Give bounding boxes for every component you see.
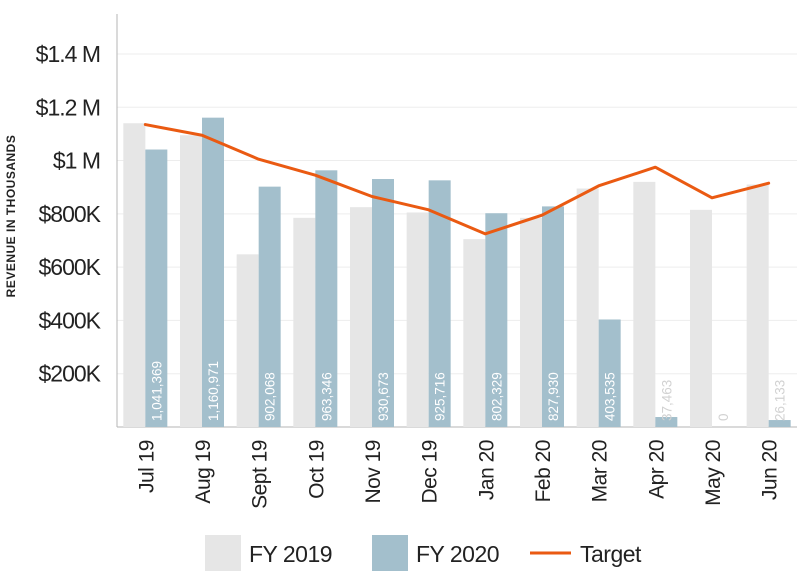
data-labels: 1,041,369 1,160,971 902,068 963,346 930,673 9…	[149, 361, 787, 421]
x-tick-label: Sept 19	[249, 440, 272, 509]
bar-fy2019	[576, 188, 599, 427]
x-tick-label: Aug 19	[192, 440, 215, 504]
data-label-fy2020: 0	[716, 413, 731, 421]
bar-fy2019	[746, 184, 769, 427]
bar-fy2020	[485, 213, 508, 427]
x-tick-label: Mar 20	[589, 440, 612, 502]
y-tick-label: $600K	[38, 254, 101, 280]
bar-fy2020	[428, 180, 451, 427]
target-line-path	[143, 123, 771, 236]
data-label-fy2020: 1,041,369	[149, 361, 164, 421]
data-label-fy2020: 963,346	[319, 372, 334, 421]
data-label-fy2020: 1,160,971	[206, 361, 221, 421]
data-label-fy2020: 902,068	[263, 372, 278, 421]
bars	[123, 117, 791, 428]
y-tick-label: $800K	[38, 201, 101, 227]
y-tick-label: $400K	[38, 307, 101, 333]
legend-label-fy2020: FY 2020	[416, 541, 499, 567]
data-label-fy2020: 802,329	[489, 372, 504, 421]
bar-fy2020	[258, 186, 281, 427]
y-tick-labels: $200K $400K $600K $800K $1 M $1.2 M $1.4 M	[36, 41, 103, 387]
bar-fy2019	[350, 207, 372, 427]
x-tick-label: Jun 20	[759, 440, 782, 500]
bar-fy2019	[406, 212, 429, 427]
axes	[116, 14, 797, 428]
bar-fy2020	[542, 206, 564, 427]
x-tick-label: Feb 20	[532, 440, 555, 502]
bar-fy2020	[655, 417, 678, 427]
y-tick-label: $1 M	[53, 148, 100, 174]
bar-fy2019	[633, 181, 656, 427]
bar-fy2019	[463, 239, 486, 427]
data-label-fy2020: 930,673	[376, 372, 391, 421]
data-label-fy2020: 827,930	[546, 372, 561, 421]
x-tick-label: Dec 19	[419, 440, 442, 504]
bar-fy2019	[293, 217, 316, 427]
bar-fy2020	[145, 149, 168, 427]
bar-fy2019	[690, 209, 712, 427]
legend-swatch-fy2019	[205, 535, 241, 571]
bar-fy2019	[236, 254, 259, 427]
data-label-fy2020: 925,716	[433, 372, 448, 421]
legend-label-fy2019: FY 2019	[249, 541, 332, 567]
bar-fy2020	[768, 420, 791, 427]
bar-fy2020	[202, 117, 224, 427]
bar-fy2020	[372, 179, 394, 427]
grid-lines	[117, 53, 797, 375]
bar-fy2020	[315, 170, 338, 427]
y-tick-label: $1.4 M	[36, 41, 100, 67]
target-line	[143, 123, 771, 236]
x-tick-labels: Jul 19 Aug 19 Sept 19 Oct 19 Nov 19 Dec 19 Jan…	[135, 440, 781, 509]
x-tick-label: Jul 19	[135, 440, 158, 493]
x-tick-label: Apr 20	[645, 440, 668, 499]
x-tick-label: Nov 19	[362, 440, 385, 504]
data-label-fy2020: 26,133	[773, 380, 788, 421]
bar-fy2019	[520, 217, 542, 427]
legend: FY 2019 FY 2020 Target	[205, 535, 643, 571]
bar-fy2020	[598, 319, 621, 427]
x-tick-label: Jan 20	[475, 440, 498, 500]
legend-label-target: Target	[580, 541, 642, 567]
data-label-fy2020: 403,535	[603, 372, 618, 421]
y-tick-label: $1.2 M	[36, 94, 100, 120]
x-tick-label: May 20	[702, 440, 725, 506]
data-label-fy2020: 37,463	[659, 380, 674, 421]
x-tick-label: Oct 19	[305, 440, 328, 499]
legend-swatch-fy2020	[372, 535, 408, 571]
y-tick-label: $200K	[38, 361, 101, 387]
bar-fy2019	[123, 123, 146, 427]
y-axis-label: REVENUE IN THOUSANDS	[4, 135, 18, 298]
bar-fy2019	[180, 135, 202, 428]
